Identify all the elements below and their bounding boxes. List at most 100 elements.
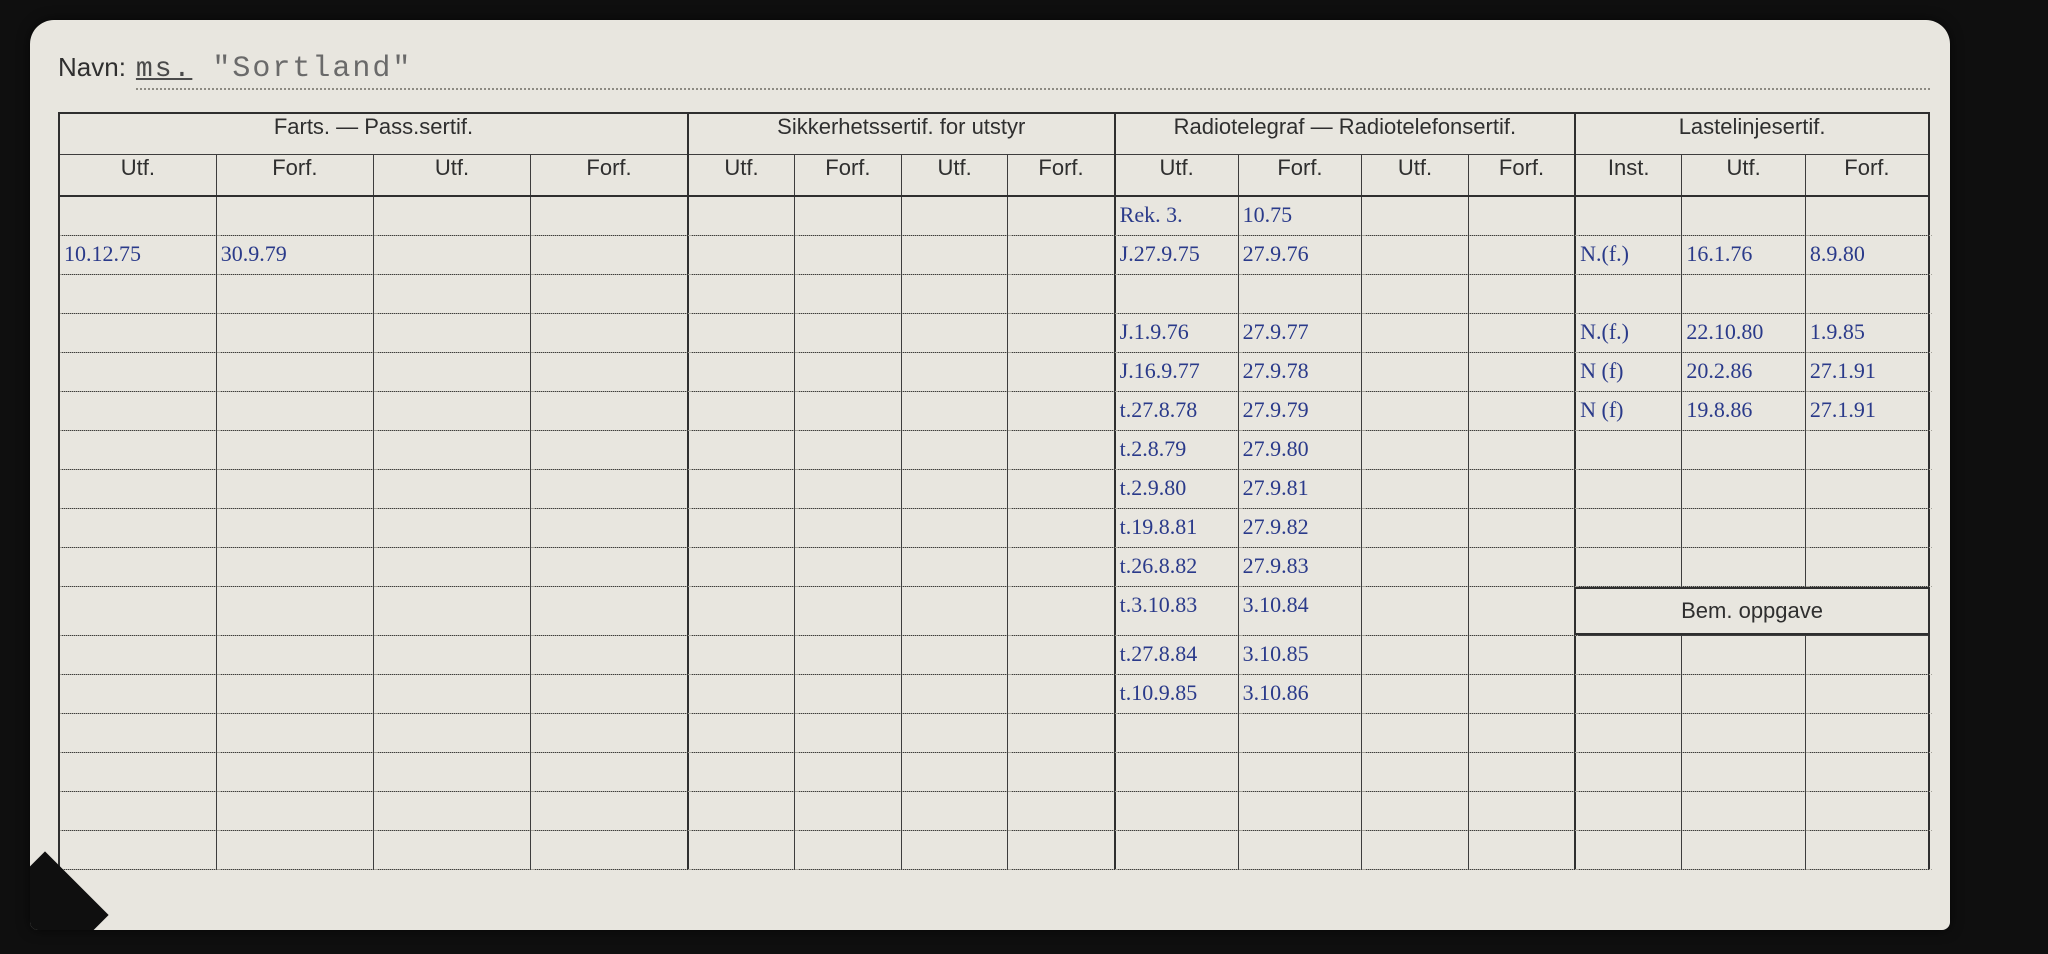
table-row [59,753,1929,792]
index-card: Navn: ms. "Sortland" Farts. — Pass.serti… [30,20,1950,930]
cell [60,470,220,509]
cell [217,753,377,792]
cell [1682,675,1809,714]
cell: 27.9.83 [1239,548,1366,587]
cell [689,353,798,392]
cell: 27.9.77 [1239,314,1366,353]
table-row: J.1.9.7627.9.77N.(f.)22.10.801.9.85 [59,314,1929,353]
cell [1362,392,1472,431]
cell [1362,636,1472,675]
cell [60,636,220,675]
cell [1682,714,1809,753]
cell [60,275,220,314]
cell [1576,792,1685,831]
table-row: J.16.9.7727.9.78N (f)20.2.8627.1.91 [59,353,1929,392]
cell [1362,197,1472,236]
cell [1806,753,1932,792]
cell [1576,431,1685,470]
cell: 19.8.86 [1682,392,1809,431]
cell [1469,197,1578,236]
cell [60,714,220,753]
cell: 22.10.80 [1682,314,1809,353]
cell [1008,353,1117,392]
cell [60,314,220,353]
cell [60,587,220,636]
cell [1469,275,1578,314]
cell [1682,831,1809,870]
cell [689,275,798,314]
table-row [59,275,1929,314]
cell: t.27.8.78 [1116,392,1242,431]
cell: t.2.9.80 [1116,470,1242,509]
table-row: t.27.8.843.10.85 [59,636,1929,675]
cell [1362,509,1472,548]
cell [217,275,377,314]
cell [795,792,905,831]
cell [217,392,377,431]
cell [531,636,691,675]
cell [902,587,1012,636]
cell [689,431,798,470]
cell: 27.9.80 [1239,431,1366,470]
cell [1806,275,1932,314]
cell [689,470,798,509]
cell [60,675,220,714]
cell [1362,275,1472,314]
cell [689,714,798,753]
cell [374,275,534,314]
cell [1576,831,1685,870]
cell [689,587,798,636]
cell [1362,792,1472,831]
cell [1116,831,1242,870]
cell [1469,548,1578,587]
cell [689,548,798,587]
cell [795,587,905,636]
cell [902,636,1012,675]
cell [1682,509,1809,548]
cell [531,236,691,275]
sub-utf: Utf. [901,155,1008,197]
cell [1008,636,1117,675]
cell [1806,431,1932,470]
cell [60,792,220,831]
cell [902,197,1012,236]
cell [902,353,1012,392]
cell [531,587,691,636]
cell [902,392,1012,431]
cell [902,431,1012,470]
cell [1576,636,1685,675]
cell: t.10.9.85 [1116,675,1242,714]
cell [689,753,798,792]
cell: 27.1.91 [1806,353,1932,392]
cell [1362,548,1472,587]
sub-forf: Forf. [216,155,373,197]
cell [374,353,534,392]
cell: 30.9.79 [217,236,377,275]
cell [374,753,534,792]
cell [217,636,377,675]
cell [1239,792,1366,831]
cell [374,314,534,353]
cell [1239,753,1366,792]
cell [1362,714,1472,753]
group-sikkerhet: Sikkerhetssertif. for utstyr [688,113,1115,155]
cell: t.19.8.81 [1116,509,1242,548]
table-row: Rek. 3.10.75 [59,196,1929,236]
cell: t.27.8.84 [1116,636,1242,675]
cell: t.3.10.83 [1116,587,1242,636]
cell [795,636,905,675]
cell: 3.10.86 [1239,675,1366,714]
cell [1806,509,1932,548]
cell [1806,831,1932,870]
sub-forf: Forf. [1238,155,1362,197]
cell [1362,587,1472,636]
cell [60,831,220,870]
sub-forf: Forf. [795,155,902,197]
cell: J.16.9.77 [1116,353,1242,392]
cell [217,831,377,870]
cell: N (f) [1576,353,1685,392]
table-row [59,792,1929,831]
cell [1806,714,1932,753]
sub-forf: Forf. [531,155,688,197]
cell [1362,753,1472,792]
